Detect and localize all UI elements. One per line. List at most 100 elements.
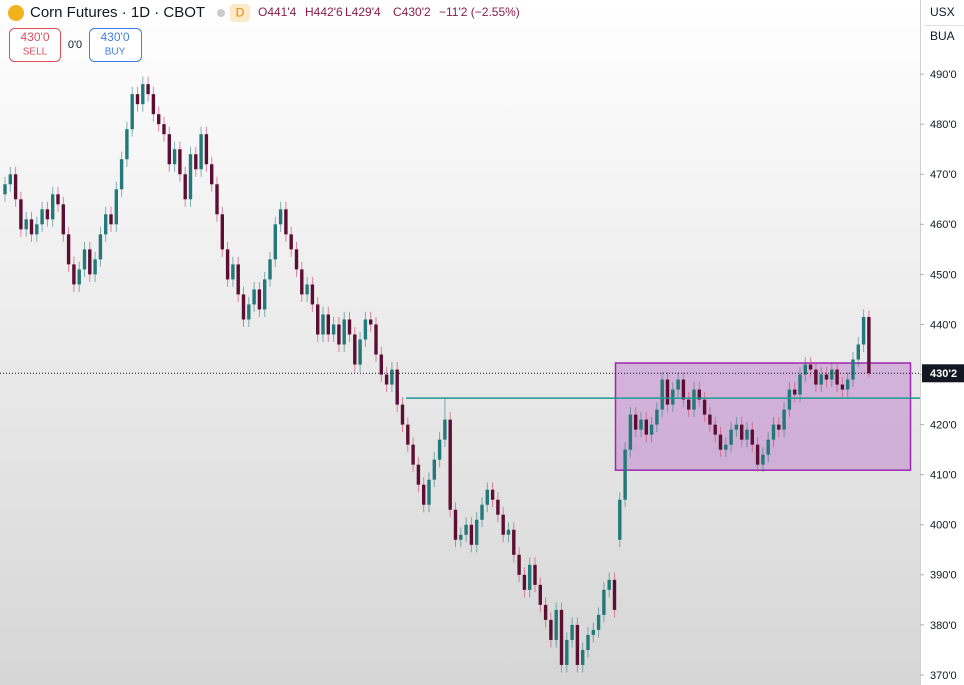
candle-body: [596, 614, 601, 630]
candle-body: [77, 269, 81, 285]
candle-body: [607, 579, 611, 590]
sell-label[interactable]: SELL: [23, 47, 48, 58]
candle-body: [819, 374, 823, 385]
y-tick-label: 440'0: [930, 319, 957, 331]
y-tick-label: 420'0: [930, 420, 957, 432]
unit[interactable]: BUA: [930, 29, 955, 43]
y-tick-label: 480'0: [930, 119, 957, 131]
candle-body: [660, 379, 664, 410]
candle-body: [119, 159, 124, 190]
candle-body: [310, 284, 315, 305]
candle-body: [814, 369, 818, 385]
candle-body: [125, 129, 129, 160]
candle-body: [496, 499, 500, 515]
candle-body: [72, 264, 76, 285]
candle-body: [162, 124, 166, 135]
price-axis-background: [920, 0, 964, 685]
currency[interactable]: USX: [930, 5, 955, 19]
candle-body: [480, 504, 484, 520]
candle-body: [490, 489, 495, 500]
candle-body: [88, 249, 92, 275]
candle-body: [565, 639, 569, 665]
candle-body: [533, 564, 537, 585]
candle-body: [729, 429, 733, 445]
candle-body: [151, 94, 156, 115]
candle-body: [353, 334, 357, 365]
candle-body: [199, 134, 203, 170]
candle-body: [459, 534, 463, 540]
header: Corn Futures · 1D · CBOT D O441'4 H442'6…: [8, 4, 964, 62]
candle-body: [273, 224, 277, 260]
candle-body: [130, 94, 134, 130]
candle-body: [846, 379, 850, 390]
candle-body: [3, 184, 7, 195]
candle-body: [331, 324, 336, 335]
candle-body: [634, 414, 638, 430]
candle-body: [146, 84, 150, 95]
candle-body: [554, 609, 558, 640]
candle-body: [803, 364, 807, 375]
candle-body: [82, 249, 87, 270]
candle-body: [300, 269, 304, 295]
candle-body: [98, 234, 103, 260]
candle-body: [755, 444, 760, 465]
candle-body: [432, 459, 436, 480]
candle-body: [628, 414, 633, 450]
candle-body: [506, 529, 511, 535]
candle-body: [109, 214, 113, 225]
ohlc-open: O441'4: [258, 5, 297, 19]
candle-body: [19, 199, 23, 230]
candle-body: [422, 484, 426, 505]
candle-body: [178, 149, 182, 175]
candle-body: [602, 589, 606, 615]
buy-price[interactable]: 430'0: [101, 30, 130, 44]
candle-body: [718, 434, 723, 450]
candle-body: [750, 429, 754, 445]
candle-body: [45, 209, 50, 220]
candle-body: [771, 424, 776, 440]
y-tick-label: 470'0: [930, 169, 957, 181]
candle-body: [835, 369, 839, 385]
candle-body: [114, 189, 118, 225]
ohlc-high: H442'6: [305, 5, 343, 19]
candle-body: [522, 574, 527, 590]
buy-button-box[interactable]: [89, 28, 142, 62]
sell-price[interactable]: 430'0: [21, 30, 50, 44]
candle-body: [284, 209, 288, 235]
candle-body: [687, 399, 691, 410]
candle-body: [263, 279, 267, 310]
buy-button[interactable]: 430'0 BUY: [89, 28, 142, 62]
candle-body: [777, 424, 781, 430]
buy-label[interactable]: BUY: [105, 47, 126, 58]
candle-body: [787, 389, 792, 410]
candle-body: [586, 634, 590, 650]
candle-body: [655, 409, 659, 425]
candle-body: [517, 554, 521, 575]
candle-body: [35, 224, 39, 235]
candle-body: [135, 94, 140, 105]
y-tick-label: 390'0: [930, 570, 957, 582]
candle-body: [501, 514, 505, 535]
candle-body: [56, 194, 60, 205]
candle-body: [464, 524, 468, 535]
candle-body: [220, 214, 224, 250]
candle-body: [453, 509, 458, 540]
ohlc-close: C430'2: [393, 5, 431, 19]
y-tick-label: 400'0: [930, 520, 957, 532]
candle-body: [702, 399, 707, 415]
candle-body: [830, 369, 834, 380]
sell-button-box[interactable]: [9, 28, 61, 62]
y-tick-label: 410'0: [930, 470, 957, 482]
candle-body: [257, 289, 262, 310]
candle-body: [29, 219, 34, 235]
y-tick-label: 380'0: [930, 620, 957, 632]
sell-button[interactable]: 430'0 SELL: [9, 28, 61, 62]
last-price-label: 430'2: [930, 368, 957, 380]
last-price-box: [922, 364, 964, 383]
candle-body: [40, 209, 44, 225]
candle-body: [183, 174, 187, 200]
candle-body: [475, 519, 479, 545]
candle-body: [761, 454, 765, 465]
candle-body: [210, 164, 214, 185]
